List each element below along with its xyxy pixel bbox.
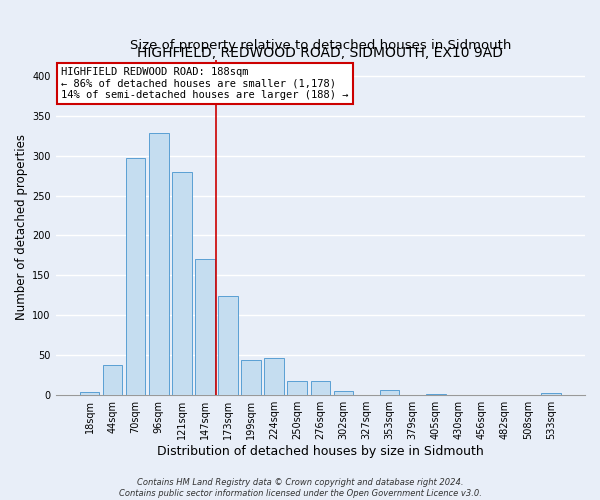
Text: Size of property relative to detached houses in Sidmouth: Size of property relative to detached ho…	[130, 39, 511, 52]
Bar	[172, 172, 191, 394]
Bar	[380, 390, 400, 394]
Bar	[311, 381, 330, 394]
Bar	[195, 260, 215, 394]
Bar	[126, 158, 145, 394]
Bar	[541, 393, 561, 394]
Text: Contains HM Land Registry data © Crown copyright and database right 2024.
Contai: Contains HM Land Registry data © Crown c…	[119, 478, 481, 498]
Y-axis label: Number of detached properties: Number of detached properties	[15, 134, 28, 320]
Bar	[103, 365, 122, 394]
Text: HIGHFIELD REDWOOD ROAD: 188sqm
← 86% of detached houses are smaller (1,178)
14% : HIGHFIELD REDWOOD ROAD: 188sqm ← 86% of …	[61, 67, 349, 100]
Bar	[149, 132, 169, 394]
Bar	[241, 360, 261, 394]
Bar	[287, 381, 307, 394]
Bar	[80, 392, 100, 394]
Bar	[265, 358, 284, 395]
Title: HIGHFIELD, REDWOOD ROAD, SIDMOUTH, EX10 9AD: HIGHFIELD, REDWOOD ROAD, SIDMOUTH, EX10 …	[137, 46, 503, 60]
Bar	[334, 390, 353, 394]
X-axis label: Distribution of detached houses by size in Sidmouth: Distribution of detached houses by size …	[157, 444, 484, 458]
Bar	[218, 296, 238, 394]
